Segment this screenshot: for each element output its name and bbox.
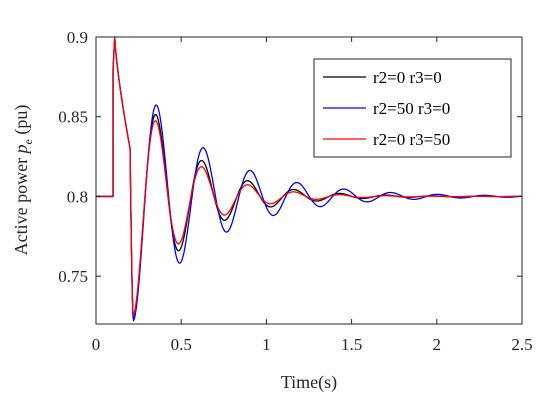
- y-tick-label: 0.9: [67, 28, 88, 47]
- y-tick-labels: 0.75 0.8 0.85 0.9: [58, 28, 88, 286]
- legend: r2=0 r3=0 r2=50 r3=0 r2=0 r3=50: [313, 58, 512, 158]
- y-axis-label-subscript: e: [21, 139, 35, 144]
- y-axis-label-prefix: Active power: [11, 153, 31, 255]
- y-tick-label: 0.75: [58, 267, 88, 286]
- x-tick-label: 1.5: [341, 335, 362, 354]
- legend-label-1: r2=0 r3=0: [373, 68, 442, 87]
- x-tick-label: 2: [433, 335, 442, 354]
- series-line-3: [96, 36, 522, 317]
- x-tick-label: 0.5: [171, 335, 192, 354]
- x-tick-label: 2.5: [511, 335, 532, 354]
- y-tick-label: 0.85: [58, 108, 88, 127]
- x-tick-label: 1: [262, 335, 271, 354]
- y-tick-label: 0.8: [67, 187, 88, 206]
- legend-label-2: r2=50 r3=0: [373, 99, 450, 118]
- series-line-2: [96, 36, 523, 322]
- y-axis-label-symbol: p: [11, 144, 31, 155]
- x-tick-labels: 0 0.5 1 1.5 2 2.5: [92, 335, 533, 354]
- axis-ticks: [95, 36, 523, 324]
- y-axis-label: Active power pe (pu): [11, 105, 35, 256]
- x-tick-label: 0: [92, 335, 101, 354]
- legend-label-3: r2=0 r3=50: [373, 130, 450, 149]
- y-axis-label-suffix: (pu): [11, 105, 32, 140]
- series-lines: [96, 36, 523, 322]
- plot-frame: [95, 36, 523, 325]
- x-axis-label: Time(s): [281, 372, 337, 393]
